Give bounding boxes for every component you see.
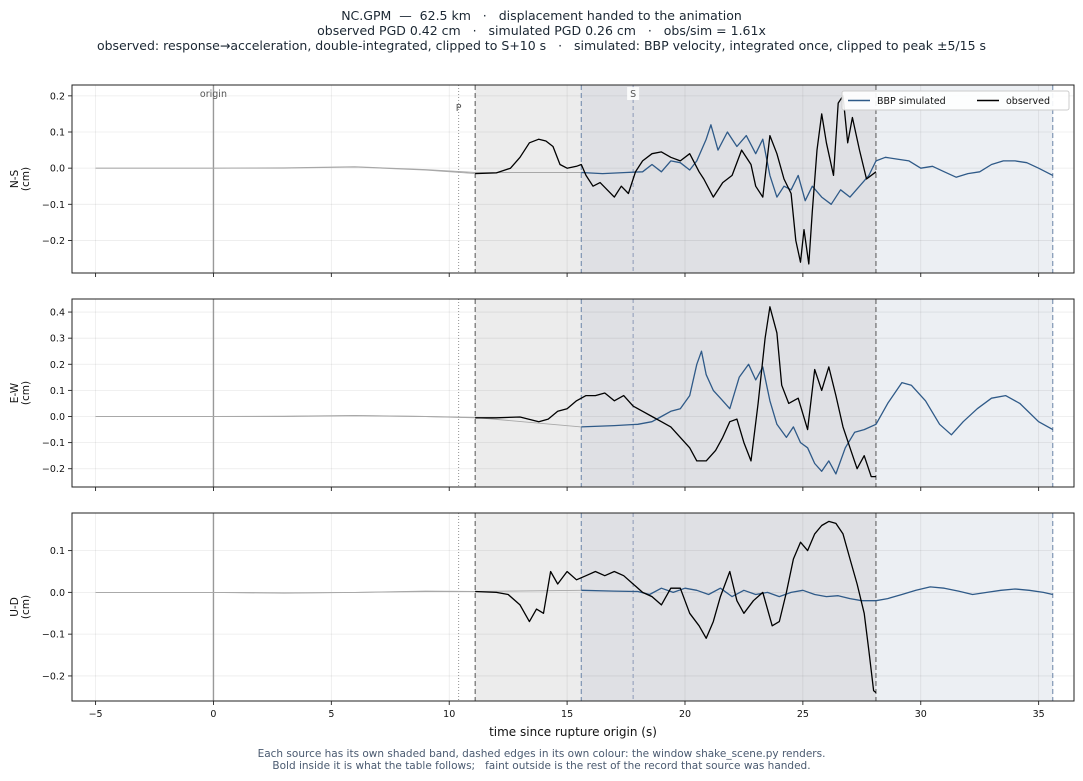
x-tick-label: 15 bbox=[561, 709, 573, 720]
y-tick-label: 0.0 bbox=[50, 588, 65, 599]
panel-frame bbox=[71, 512, 1075, 702]
y-axis-label: U-D(cm) bbox=[9, 595, 32, 619]
simulated-trace bbox=[581, 124, 1054, 205]
footnote-line-2: Bold inside it is what the table follows… bbox=[272, 760, 811, 772]
y-tick-label: −0.2 bbox=[42, 671, 65, 682]
y-tick-label: −0.1 bbox=[42, 200, 65, 211]
simulated-trace bbox=[581, 350, 1054, 475]
chart-title-line-3: observed: response→acceleration, double-… bbox=[96, 38, 987, 53]
p-arrival-label: P bbox=[456, 103, 462, 114]
y-tick-label: −0.1 bbox=[42, 438, 65, 449]
y-tick-label: 0.3 bbox=[50, 334, 65, 345]
panel-1: origin P S −0.2 −0.1 0.0 0.1 0.2 N-S(cm) BBP simu… bbox=[9, 84, 1075, 277]
y-axis-label: E-W(cm) bbox=[9, 381, 32, 405]
y-tick-label: −0.1 bbox=[42, 630, 65, 641]
y-tick-label: 0.2 bbox=[50, 360, 65, 371]
y-tick-label: −0.2 bbox=[42, 464, 65, 475]
s-arrival-label: S bbox=[630, 89, 636, 100]
y-axis-label: N-S(cm) bbox=[9, 167, 32, 191]
x-tick-label: 25 bbox=[797, 709, 809, 720]
legend-box bbox=[841, 90, 1070, 111]
legend-simulated-label: BBP simulated bbox=[877, 96, 946, 107]
chart-title-line-2: observed PGD 0.42 cm · simulated PGD 0.2… bbox=[317, 23, 766, 38]
x-tick-label: 35 bbox=[1033, 709, 1045, 720]
x-tick-label: −5 bbox=[89, 709, 103, 720]
y-tick-label: 0.0 bbox=[50, 412, 65, 423]
x-tick-label: 0 bbox=[210, 709, 216, 720]
observed-trace bbox=[475, 520, 877, 694]
y-tick-label: 0.1 bbox=[50, 128, 65, 139]
observed-faint-pre bbox=[95, 591, 476, 594]
y-tick-label: 0.4 bbox=[50, 308, 65, 319]
observed-faint-pre bbox=[95, 166, 476, 175]
x-tick-label: 10 bbox=[443, 709, 455, 720]
observed-trace bbox=[475, 306, 876, 478]
y-tick-label: 0.0 bbox=[50, 164, 65, 175]
simulated-trace bbox=[581, 586, 1053, 602]
x-axis-label: time since rupture origin (s) bbox=[489, 725, 657, 739]
panel-frame bbox=[71, 298, 1075, 488]
panel-frame bbox=[71, 84, 1075, 274]
panel-3: −0.2 −0.1 0.0 0.1 −5 0 5 10 15 20 25 30 35 U-D(cm) bbox=[9, 512, 1075, 720]
observed-faint-pre bbox=[95, 415, 476, 419]
observed-trace bbox=[475, 95, 877, 265]
panel-2: −0.2 −0.1 0.0 0.1 0.2 0.3 0.4 E-W(cm) bbox=[9, 298, 1075, 491]
overlap-window-band bbox=[581, 513, 876, 701]
x-tick-label: 5 bbox=[328, 709, 334, 720]
legend: BBP simulated observed bbox=[841, 90, 1070, 111]
y-tick-label: 0.2 bbox=[50, 91, 65, 102]
x-tick-label: 30 bbox=[915, 709, 927, 720]
overlap-window-band bbox=[581, 85, 876, 273]
chart-title-line-1: NC.GPM — 62.5 km · displacement handed t… bbox=[341, 8, 742, 23]
origin-label: origin bbox=[200, 89, 227, 100]
footnote-line-1: Each source has its own shaded band, das… bbox=[257, 748, 826, 760]
x-tick-label: 20 bbox=[679, 709, 691, 720]
legend-observed-label: observed bbox=[1006, 96, 1050, 107]
y-tick-label: 0.1 bbox=[50, 386, 65, 397]
overlap-window-band bbox=[581, 299, 876, 487]
y-tick-label: −0.2 bbox=[42, 236, 65, 247]
y-tick-label: 0.1 bbox=[50, 546, 65, 557]
